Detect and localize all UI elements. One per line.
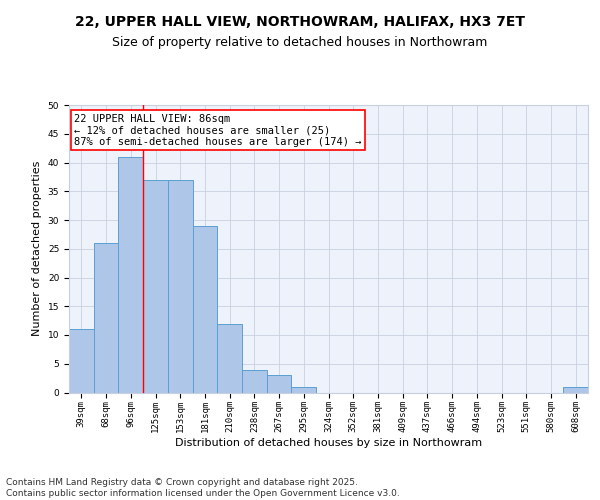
Bar [563, 387, 588, 392]
Bar [94, 243, 118, 392]
Bar [168, 180, 193, 392]
Bar [217, 324, 242, 392]
Bar [118, 157, 143, 392]
Bar [242, 370, 267, 392]
Bar [143, 180, 168, 392]
Text: Contains HM Land Registry data © Crown copyright and database right 2025.
Contai: Contains HM Land Registry data © Crown c… [6, 478, 400, 498]
Bar [292, 387, 316, 392]
Bar [267, 375, 292, 392]
Text: 22, UPPER HALL VIEW, NORTHOWRAM, HALIFAX, HX3 7ET: 22, UPPER HALL VIEW, NORTHOWRAM, HALIFAX… [75, 16, 525, 30]
Text: 22 UPPER HALL VIEW: 86sqm
← 12% of detached houses are smaller (25)
87% of semi-: 22 UPPER HALL VIEW: 86sqm ← 12% of detac… [74, 114, 362, 147]
Text: Size of property relative to detached houses in Northowram: Size of property relative to detached ho… [112, 36, 488, 49]
Y-axis label: Number of detached properties: Number of detached properties [32, 161, 42, 336]
Bar [193, 226, 217, 392]
Bar [69, 329, 94, 392]
X-axis label: Distribution of detached houses by size in Northowram: Distribution of detached houses by size … [175, 438, 482, 448]
